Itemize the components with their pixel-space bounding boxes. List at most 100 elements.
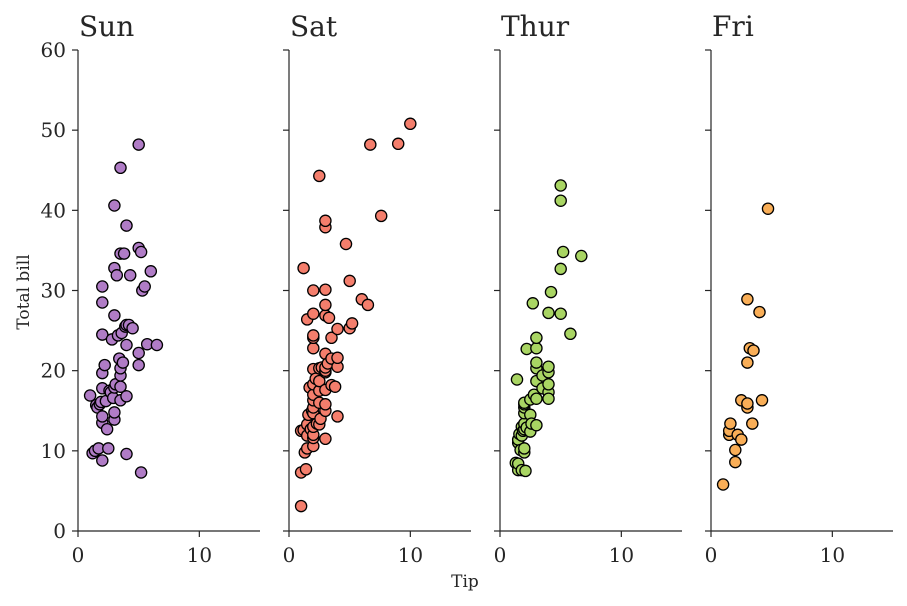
data-point [755, 394, 769, 407]
data-point [741, 397, 754, 410]
data-point [331, 322, 344, 336]
data-point [134, 245, 148, 259]
x-tick-label: 0 [705, 543, 718, 567]
data-point [530, 356, 543, 369]
data-point [724, 417, 737, 430]
y-tick-label: 0 [53, 519, 66, 543]
data-point [299, 463, 313, 476]
data-point [391, 137, 405, 151]
data-point [331, 351, 344, 365]
data-point [761, 202, 775, 215]
data-point [729, 443, 742, 457]
data-point [132, 346, 145, 360]
y-tick-label: 60 [41, 38, 66, 62]
data-point [117, 247, 131, 260]
y-tick-label: 30 [41, 279, 66, 303]
data-point [510, 373, 524, 386]
data-point [343, 274, 356, 288]
data-point [361, 298, 375, 312]
facet-panels: Sun 0 10 20 30 40 50 60 0 10 Sat 0 10 Thur 0 10 Fri 0 10 [41, 10, 893, 567]
data-point [319, 214, 332, 228]
data-point [747, 344, 760, 357]
data-point [554, 262, 567, 276]
y-tick-label: 20 [41, 359, 66, 383]
y-tick-label: 50 [41, 118, 66, 142]
data-point [746, 417, 759, 430]
data-point [331, 410, 344, 423]
data-point [313, 169, 326, 183]
data-point [120, 219, 133, 232]
data-point [518, 442, 531, 455]
data-point [564, 327, 577, 341]
x-tick-label: 10 [398, 543, 423, 567]
data-point [542, 306, 555, 320]
data-point [542, 378, 555, 391]
data-point [83, 389, 97, 402]
data-point [345, 317, 359, 330]
data-point [114, 380, 127, 393]
data-point [735, 433, 748, 446]
data-point [297, 261, 310, 275]
x-tick-label: 0 [494, 543, 507, 567]
data-point [325, 331, 338, 345]
x-tick-label: 0 [283, 543, 296, 567]
x-tick-label: 0 [72, 543, 85, 567]
data-point [741, 293, 754, 306]
data-point [150, 338, 164, 352]
data-point [102, 442, 115, 455]
data-point [96, 410, 109, 423]
data-point [96, 328, 109, 341]
data-point [729, 455, 742, 469]
data-point [108, 199, 121, 212]
y-tick-label: 40 [41, 198, 66, 222]
data-point [753, 305, 766, 319]
data-point [530, 341, 543, 355]
data-point [116, 356, 130, 369]
panel-title: Thur [501, 10, 570, 43]
data-point [404, 117, 417, 131]
data-point [132, 138, 145, 151]
data-point [126, 321, 139, 335]
facet-panel-sat: Sat 0 10 [283, 10, 471, 567]
data-point [114, 161, 127, 175]
data-point [322, 311, 336, 325]
data-point [307, 307, 320, 320]
data-point [374, 209, 388, 223]
data-point [542, 360, 555, 373]
data-point [108, 309, 121, 322]
data-point [575, 249, 588, 263]
data-point [339, 237, 353, 251]
data-point [554, 194, 567, 207]
data-point [108, 406, 121, 419]
data-point [307, 329, 320, 342]
panel-title: Fri [712, 10, 754, 43]
data-point [132, 358, 145, 372]
facet-panel-fri: Fri 0 10 [705, 10, 893, 567]
data-point [319, 283, 332, 296]
data-point [554, 179, 567, 192]
data-point [96, 454, 109, 467]
data-point [307, 341, 320, 355]
data-point [134, 466, 148, 479]
data-point [542, 392, 555, 405]
data-point [100, 422, 114, 436]
y-axis-label: Total bill [14, 254, 34, 329]
data-point [96, 280, 109, 293]
data-point [544, 285, 558, 299]
panel-title: Sat [290, 10, 338, 43]
data-point [123, 269, 137, 282]
data-point [120, 447, 133, 461]
data-point [526, 297, 540, 310]
data-point [319, 398, 332, 411]
data-point [530, 418, 543, 432]
data-point [741, 356, 754, 369]
data-point [530, 392, 543, 405]
data-point [716, 478, 730, 491]
data-point [294, 499, 308, 513]
facet-panel-thur: Thur 0 10 [494, 10, 682, 567]
data-point [364, 138, 377, 151]
data-point [319, 432, 332, 446]
facet-panel-sun: Sun 0 10 20 30 40 50 60 0 10 [41, 10, 260, 567]
data-point [96, 296, 109, 309]
